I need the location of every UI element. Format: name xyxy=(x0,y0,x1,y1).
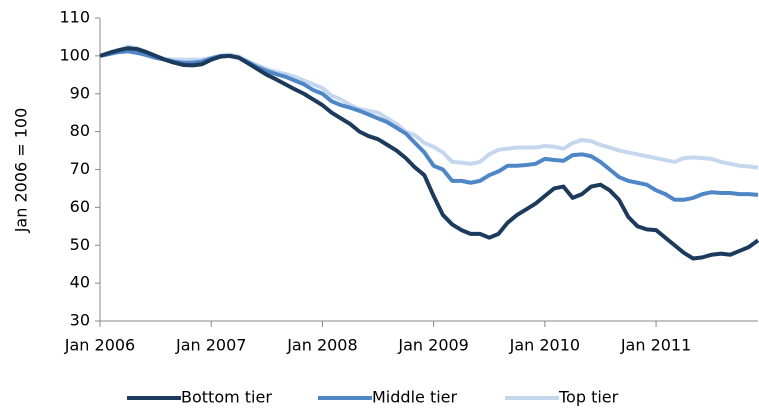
legend-label: Bottom tier xyxy=(181,388,272,407)
x-tick-label: Jan 2010 xyxy=(509,336,580,355)
legend-label: Top tier xyxy=(558,388,619,407)
x-tick-label: Jan 2008 xyxy=(286,336,357,355)
y-tick-label: 60 xyxy=(70,197,90,216)
y-axis-label: Jan 2006 = 100 xyxy=(12,108,31,234)
y-tick-label: 30 xyxy=(70,311,90,330)
x-tick-label: Jan 2009 xyxy=(397,336,468,355)
y-tick-label: 50 xyxy=(70,235,90,254)
y-tick-label: 90 xyxy=(70,83,90,102)
x-tick-label: Jan 2006 xyxy=(64,336,135,355)
y-tick-label: 100 xyxy=(59,45,90,64)
x-tick-label: Jan 2007 xyxy=(175,336,246,355)
y-tick-label: 40 xyxy=(70,273,90,292)
line-series xyxy=(99,46,759,261)
y-tick-label: 80 xyxy=(70,121,90,140)
line-series xyxy=(99,49,759,202)
y-tick-label: 70 xyxy=(70,159,90,178)
y-tick-label: 110 xyxy=(59,8,90,27)
x-tick-label: Jan 2011 xyxy=(620,336,691,355)
legend-label: Middle tier xyxy=(372,388,458,407)
